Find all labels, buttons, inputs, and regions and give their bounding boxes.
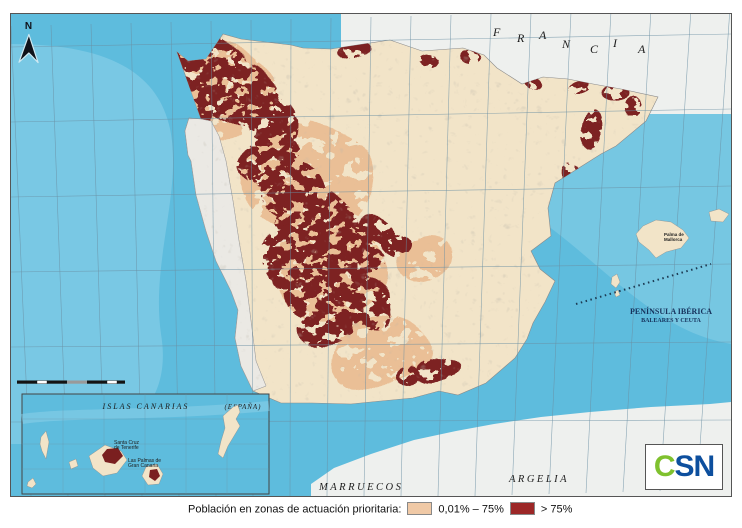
svg-text:de Tenerife: de Tenerife <box>114 445 139 451</box>
svg-text:F: F <box>492 25 501 39</box>
svg-text:N: N <box>561 37 571 51</box>
svg-text:Mallorca: Mallorca <box>664 237 683 242</box>
svg-text:PENÍNSULA IBÉRICA: PENÍNSULA IBÉRICA <box>630 306 712 316</box>
svg-text:A: A <box>637 42 646 56</box>
svg-text:ARGELIA: ARGELIA <box>508 474 569 485</box>
svg-text:BALEARES Y CEUTA: BALEARES Y CEUTA <box>641 318 701 324</box>
svg-text:ISLAS CANARIAS: ISLAS CANARIAS <box>102 402 190 411</box>
svg-text:R: R <box>516 31 525 45</box>
svg-text:A: A <box>538 28 547 42</box>
svg-text:MARRUECOS: MARRUECOS <box>318 482 403 493</box>
svg-text:C: C <box>590 42 599 56</box>
svg-text:Gran Canaria: Gran Canaria <box>128 463 158 469</box>
svg-text:N: N <box>25 21 32 32</box>
